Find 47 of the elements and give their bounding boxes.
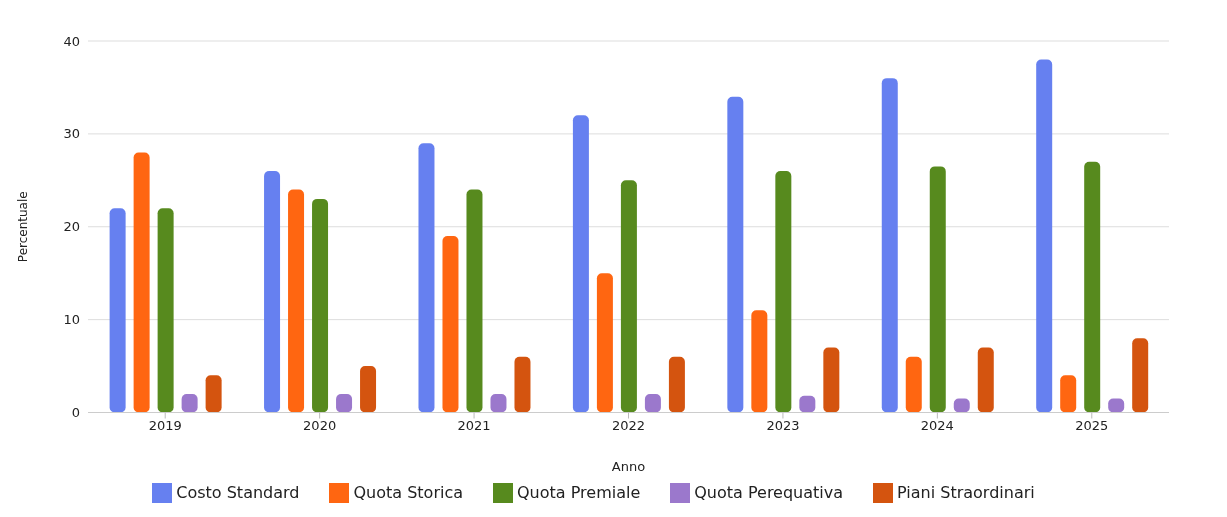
bar: [823, 347, 840, 413]
bar: [418, 143, 435, 413]
bar: [620, 180, 637, 413]
bar: [929, 166, 946, 413]
y-tick-label: 30: [63, 126, 80, 142]
y-tick-label: 40: [63, 33, 80, 49]
bar: [977, 347, 994, 413]
bar: [514, 356, 531, 413]
x-tick-label: 2024: [920, 417, 954, 433]
bar: [751, 310, 768, 413]
bar: [596, 273, 613, 413]
x-tick-label: 2023: [766, 417, 800, 433]
bar: [668, 356, 685, 413]
y-tick-label: 0: [71, 405, 80, 421]
x-tick-label: 2019: [148, 417, 182, 433]
legend-label: Costo Standard: [176, 482, 300, 502]
bar: [881, 78, 898, 413]
legend-label: Quota Perequativa: [694, 482, 844, 502]
bar: [157, 208, 174, 413]
bar: [109, 208, 126, 413]
x-tick-label: 2020: [303, 417, 337, 433]
x-tick-label: 2025: [1075, 417, 1109, 433]
bar: [1132, 338, 1149, 413]
bar: [360, 366, 377, 413]
bar: [442, 236, 459, 413]
bar: [264, 171, 281, 413]
y-axis-title: Percentuale: [16, 191, 31, 263]
bar: [1060, 375, 1077, 413]
bar: [133, 152, 150, 413]
legend-label: Quota Storica: [353, 482, 464, 502]
x-tick-label: 2022: [611, 417, 646, 433]
y-tick-label: 20: [63, 219, 80, 235]
bar: [288, 189, 305, 413]
bar: [1036, 59, 1053, 413]
bar: [775, 171, 792, 413]
y-tick-label: 10: [63, 312, 80, 328]
x-tick-label: 2021: [457, 417, 491, 433]
bar: [727, 96, 744, 413]
bar: [466, 189, 483, 413]
legend-label: Quota Premiale: [517, 482, 641, 502]
bar: [572, 115, 589, 413]
x-axis-title: Anno: [611, 458, 646, 474]
legend-label: Piani Straordinari: [897, 482, 1035, 502]
bar: [1084, 161, 1101, 413]
bar: [312, 198, 329, 413]
bar: [205, 375, 222, 413]
bar: [905, 356, 922, 413]
